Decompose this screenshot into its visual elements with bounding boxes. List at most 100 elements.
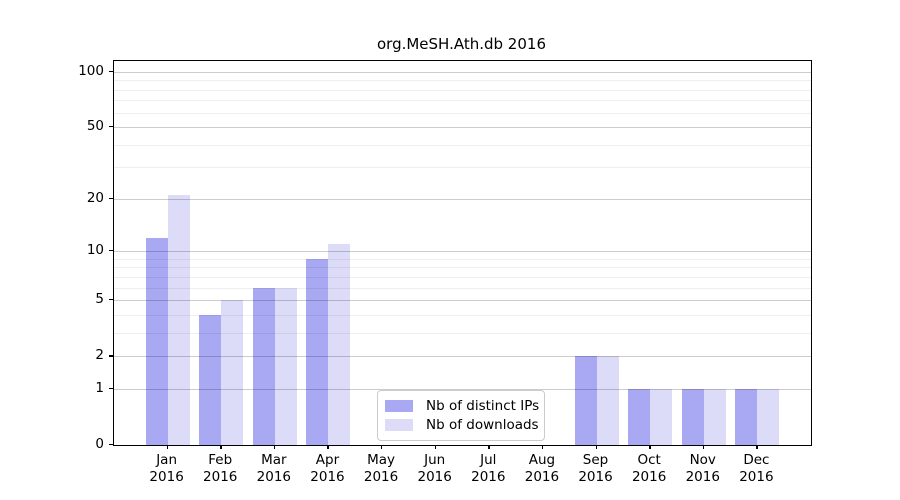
x-tick-mark (327, 445, 329, 449)
x-tick-year: 2016 (471, 468, 506, 485)
bar-downloads-sep (596, 356, 619, 445)
x-tick-month: Nov (689, 452, 716, 468)
legend-swatch-distinct-ips (385, 399, 413, 412)
major-gridline-1 (114, 388, 811, 390)
x-tick-month: Jan (156, 452, 178, 468)
major-gridline-2 (114, 356, 811, 358)
x-tick-month: Mar (261, 452, 287, 468)
x-tick-month: May (367, 452, 396, 468)
y-tick-mark (109, 250, 113, 252)
minor-gridline-70 (114, 100, 811, 102)
x-tick-label-aug: Aug 2016 (512, 452, 572, 485)
x-tick-mark (756, 445, 758, 449)
minor-gridline-80 (114, 89, 811, 91)
y-tick-label-100: 100 (78, 62, 104, 79)
major-gridline-50 (114, 127, 811, 129)
y-tick-label-50: 50 (86, 118, 104, 135)
x-tick-year: 2016 (363, 468, 399, 485)
x-tick-label-may: May 2016 (351, 452, 411, 485)
x-tick-label-mar: Mar 2016 (244, 452, 304, 485)
y-tick-mark (109, 444, 113, 446)
legend-label-downloads: Nb of downloads (426, 416, 539, 433)
x-tick-year: 2016 (149, 468, 184, 485)
x-tick-label-jun: Jun 2016 (405, 452, 465, 485)
x-tick-mark (488, 445, 490, 449)
y-tick-label-2: 2 (95, 347, 104, 364)
bar-downloads-jan (167, 195, 190, 445)
x-tick-label-sep: Sep 2016 (566, 452, 626, 485)
major-gridline-20 (114, 198, 811, 200)
y-tick-mark (109, 70, 113, 73)
y-tick-label-20: 20 (86, 189, 104, 206)
x-tick-mark (220, 445, 222, 449)
bar-downloads-dec (757, 388, 780, 445)
x-tick-month: Oct (637, 452, 661, 468)
x-tick-year: 2016 (203, 468, 238, 485)
legend-label-distinct-ips: Nb of distinct IPs (426, 397, 540, 414)
y-tick-mark (109, 387, 113, 390)
legend-item-downloads: Nb of downloads (385, 415, 539, 434)
x-tick-year: 2016 (631, 468, 667, 485)
x-tick-mark (166, 445, 168, 449)
x-tick-month: Dec (743, 452, 770, 468)
bar-distinct-ips-dec (735, 388, 758, 445)
y-tick-mark (109, 197, 113, 200)
bars-layer (114, 61, 811, 445)
x-tick-mark (541, 445, 544, 449)
x-tick-year: 2016 (256, 468, 292, 485)
x-tick-mark (273, 445, 276, 449)
bar-distinct-ips-nov (681, 388, 704, 445)
x-tick-year: 2016 (739, 468, 774, 485)
x-tick-mark (702, 445, 705, 449)
bar-downloads-oct (650, 388, 673, 445)
y-tick-mark (109, 355, 113, 357)
x-tick-year: 2016 (524, 468, 560, 485)
major-gridline-10 (114, 251, 811, 253)
x-tick-year: 2016 (685, 468, 720, 485)
bar-downloads-feb (221, 300, 244, 445)
bar-distinct-ips-jan (145, 237, 168, 445)
x-tick-mark (381, 445, 383, 449)
legend: Nb of distinct IPs Nb of downloads (377, 390, 545, 441)
minor-gridline-90 (114, 80, 811, 82)
chart-title: org.MeSH.Ath.db 2016 (377, 35, 546, 53)
legend-item-distinct-ips: Nb of distinct IPs (385, 396, 540, 415)
x-tick-year: 2016 (578, 468, 613, 485)
y-tick-mark (109, 299, 113, 301)
minor-gridline-6 (114, 287, 811, 289)
x-tick-mark (595, 445, 597, 449)
legend-swatch-downloads (385, 418, 413, 431)
y-tick-mark (109, 126, 113, 128)
minor-gridline-8 (114, 267, 811, 269)
minor-gridline-4 (114, 314, 811, 316)
y-tick-label-10: 10 (86, 242, 104, 259)
x-tick-year: 2016 (310, 468, 345, 485)
x-tick-month: Jul (480, 452, 497, 468)
bar-distinct-ips-mar (252, 287, 275, 445)
y-tick-label-0: 0 (95, 436, 104, 452)
x-tick-mark (649, 445, 651, 449)
x-tick-label-nov: Nov 2016 (673, 452, 733, 485)
x-tick-label-jul: Jul 2016 (458, 452, 518, 485)
bar-downloads-apr (328, 244, 351, 445)
x-tick-label-jan: Jan 2016 (137, 452, 197, 485)
x-tick-month: Sep (582, 452, 609, 468)
x-tick-month: Feb (208, 452, 233, 468)
x-tick-year: 2016 (417, 468, 452, 485)
y-tick-label-5: 5 (95, 291, 104, 308)
grid-layer (114, 61, 811, 445)
x-tick-month: Jun (424, 452, 446, 468)
minor-gridline-3 (114, 332, 811, 334)
x-tick-label-dec: Dec 2016 (726, 452, 786, 485)
bar-distinct-ips-oct (628, 388, 651, 445)
minor-gridline-9 (114, 258, 811, 260)
x-tick-label-feb: Feb 2016 (190, 452, 250, 485)
x-tick-label-oct: Oct 2016 (619, 452, 679, 485)
plot-area (113, 60, 812, 446)
bar-distinct-ips-feb (199, 314, 222, 445)
bar-downloads-mar (274, 287, 297, 445)
bar-distinct-ips-apr (306, 258, 329, 445)
minor-gridline-7 (114, 276, 811, 278)
x-tick-month: Aug (528, 452, 556, 468)
